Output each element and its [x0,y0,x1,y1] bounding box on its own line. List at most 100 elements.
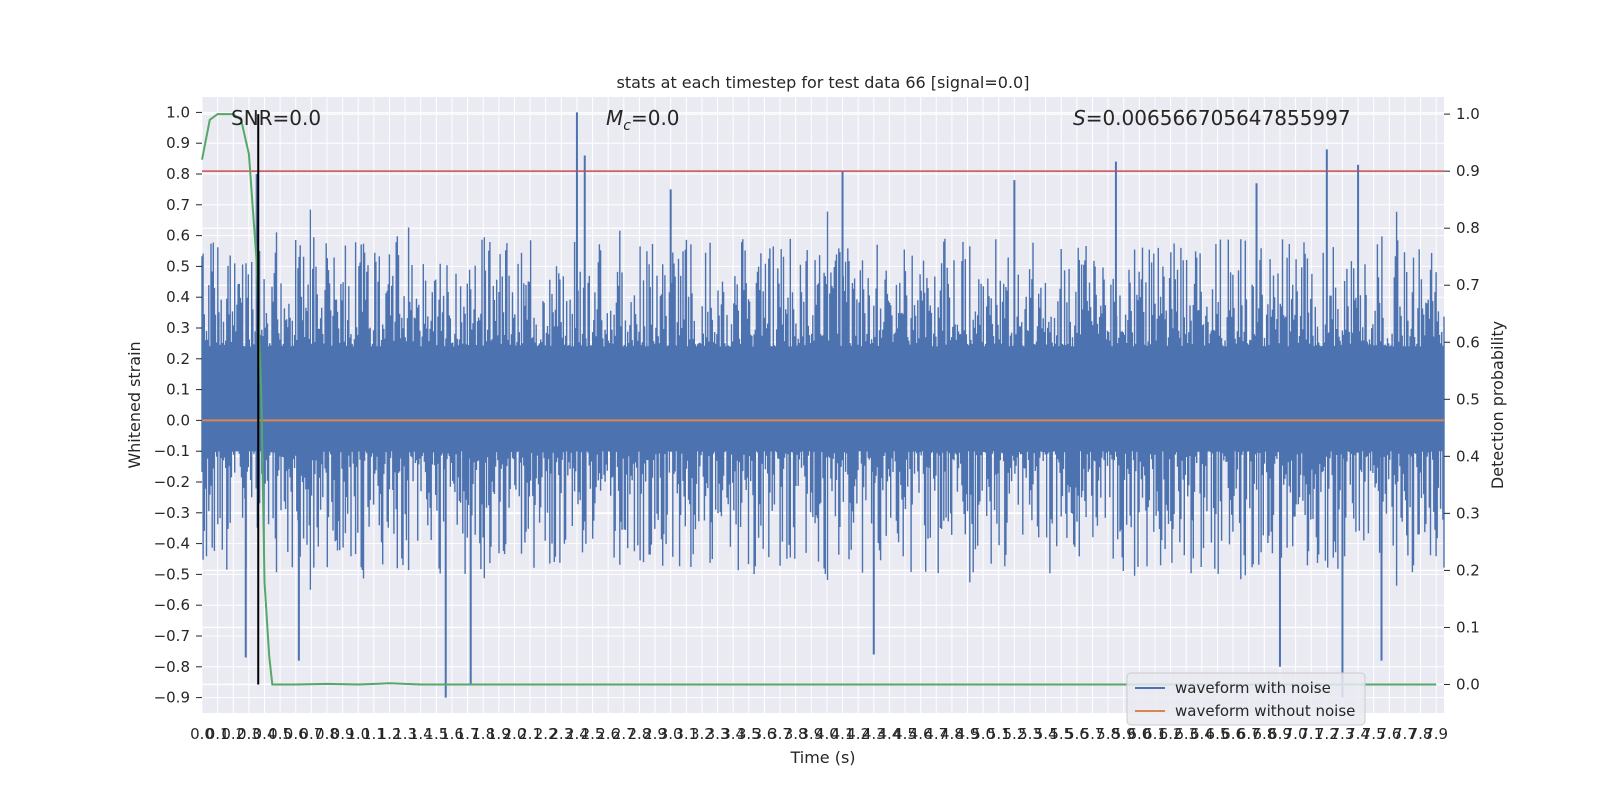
x-tick-label: 6.3 [1174,725,1198,743]
y-tick-label-right: 0.6 [1456,333,1480,351]
x-tick-label: 2.0 [503,725,527,743]
annotation-s-symbol: S [1073,106,1086,130]
y-tick-label-left: −0.5 [154,565,190,583]
y-tick-label-left: 0.1 [166,381,190,399]
x-tick-label: 1.9 [487,725,511,743]
y-tick-label-right: 0.5 [1456,390,1480,408]
y-tick-label-left: 0.4 [166,288,190,306]
y-tick-label-right: 1.0 [1456,105,1480,123]
x-tick-label: 5.5 [1049,725,1073,743]
x-tick-label: 7.9 [1424,725,1448,743]
x-tick-label: 1.8 [471,725,495,743]
x-tick-label: 7.3 [1331,725,1355,743]
y-tick-label-left: 0.3 [166,319,190,337]
x-tick-label: 4.3 [862,725,886,743]
x-tick-label: 5.6 [1065,725,1089,743]
y-tick-label-right: 0.9 [1456,162,1480,180]
y-tick-label-left: −0.7 [154,627,190,645]
y-axis-label-left: Whitened strain [125,341,144,468]
annotation-mc-symbol: M [606,106,623,130]
y-tick-label-right: 0.8 [1456,219,1480,237]
legend: waveform with noise waveform without noi… [1126,672,1366,726]
x-tick-label: 0.5 [268,725,292,743]
x-tick-label: 7.7 [1393,725,1417,743]
annotation-chirp-mass: Mc=0.0 [606,106,680,134]
chart-title: stats at each timestep for test data 66 … [617,73,1030,92]
y-tick-label-left: 0.2 [166,350,190,368]
x-tick-label: 6.6 [1221,725,1245,743]
legend-label-waveform-with-noise: waveform with noise [1175,679,1331,697]
x-tick-label: 5.4 [1034,725,1058,743]
x-tick-label: 5.3 [1018,725,1042,743]
x-tick-label: 2.8 [628,725,652,743]
x-tick-label: 3.3 [706,725,730,743]
lines [201,113,1444,686]
x-tick-label: 5.1 [987,725,1011,743]
x-tick-label: 1.6 [440,725,464,743]
x-tick-label: 0.3 [237,725,261,743]
x-tick-label: 7.0 [1284,725,1308,743]
x-tick-label: 1.1 [362,725,386,743]
x-tick-label: 4.6 [909,725,933,743]
x-tick-label: 2.6 [596,725,620,743]
y-tick-label-left: 0.0 [166,411,190,429]
x-tick-label: 3.4 [721,725,745,743]
x-tick-label: 2.3 [549,725,573,743]
annotation-s-value: =0.006566705647855997 [1086,106,1351,130]
x-tick-label: 2.9 [643,725,667,743]
x-tick-label: 3.1 [674,725,698,743]
x-tick-label: 6.7 [1237,725,1261,743]
y-tick-label-right: 0.3 [1456,504,1480,522]
x-tick-label: 7.6 [1377,725,1401,743]
legend-box [1126,672,1366,726]
y-tick-label-right: 0.1 [1456,618,1480,636]
x-tick-label: 0.7 [299,725,323,743]
y-tick-label-left: 0.7 [166,196,190,214]
x-tick-label: 0.4 [253,725,277,743]
x-axis-label: Time (s) [789,748,855,767]
x-tick-label: 1.0 [346,725,370,743]
x-tick-label: 6.4 [1190,725,1214,743]
x-tick-label: 0.2 [221,725,245,743]
x-tick-label: 7.4 [1346,725,1370,743]
x-tick-label: 6.2 [1159,725,1183,743]
x-tick-label: 2.5 [581,725,605,743]
x-tick-label: 7.8 [1409,725,1433,743]
x-tick-label: 5.8 [1096,725,1120,743]
x-tick-label: 0.6 [284,725,308,743]
y-tick-label-left: −0.8 [154,658,190,676]
x-tick-label: 1.2 [378,725,402,743]
legend-label-waveform-without-noise: waveform without noise [1175,702,1355,720]
y-tick-label-left: −0.1 [154,442,190,460]
x-tick-label: 2.7 [612,725,636,743]
series-detection-probability [201,113,1437,686]
x-tick-label: 6.1 [1143,725,1167,743]
x-tick-label: 2.2 [534,725,558,743]
x-tick-label: 0.0 [190,725,214,743]
x-tick-label: 0.9 [331,725,355,743]
x-tick-label: 6.8 [1252,725,1276,743]
x-tick-label: 6.5 [1206,725,1230,743]
y-tick-label-left: −0.3 [154,504,190,522]
x-tick-label: 4.0 [815,725,839,743]
x-tick-label: 5.9 [1112,725,1136,743]
x-tick-label: 7.1 [1299,725,1323,743]
x-tick-label: 1.7 [456,725,480,743]
x-tick-label: 3.2 [690,725,714,743]
x-tick-label: 2.4 [565,725,589,743]
x-tick-label: 4.7 [924,725,948,743]
x-tick-label: 3.9 [799,725,823,743]
x-tick-label: 5.0 [971,725,995,743]
y-tick-label-right: 0.7 [1456,276,1480,294]
x-tick-label: 6.0 [1127,725,1151,743]
series-waveform-with-noise [201,112,1445,698]
x-tick-label: 6.9 [1268,725,1292,743]
y-tick-label-left: −0.2 [154,473,190,491]
y-tick-label-left: −0.9 [154,689,190,707]
y-tick-label-left: −0.6 [154,596,190,614]
y-tick-label-left: 0.5 [166,257,190,275]
y-tick-label-left: 0.8 [166,165,190,183]
y-tick-label-right: 0.4 [1456,447,1480,465]
